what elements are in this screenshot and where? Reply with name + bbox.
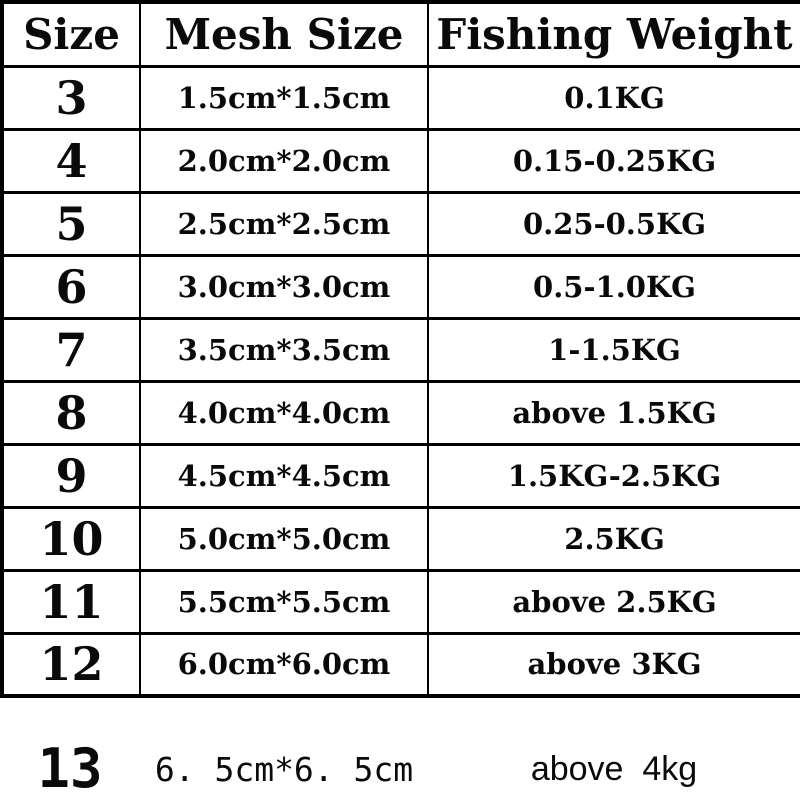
table-row: 8 4.0cm*4.0cm above 1.5KG: [1, 379, 800, 446]
weight-cell: 0.25-0.5KG: [427, 190, 800, 257]
size-cell: 10: [1, 505, 141, 572]
table-row-13: 13 6. 5cm*6. 5cm above 4kg: [0, 738, 800, 800]
weight-cell: 0.15-0.25KG: [427, 127, 800, 194]
table-row: 11 5.5cm*5.5cm above 2.5KG: [1, 568, 800, 635]
mesh-cell: 3.5cm*3.5cm: [139, 316, 429, 383]
mesh-cell: 3.0cm*3.0cm: [139, 253, 429, 320]
size-cell: 13: [37, 737, 103, 800]
size-cell: 12: [1, 631, 141, 698]
mesh-cell: 4.0cm*4.0cm: [139, 379, 429, 446]
size-cell: 8: [1, 379, 141, 446]
weight-cell: 1.5KG-2.5KG: [427, 442, 800, 509]
header-mesh-size: Mesh Size: [139, 0, 429, 68]
mesh-cell: 1.5cm*1.5cm: [139, 64, 429, 131]
weight-cell: above 4kg: [530, 749, 698, 788]
table-row: 5 2.5cm*2.5cm 0.25-0.5KG: [1, 190, 800, 257]
header-fishing-weight: Fishing Weight: [427, 0, 800, 68]
weight-cell: 0.1KG: [427, 64, 800, 131]
size-chart-table: Size Mesh Size Fishing Weight 3 1.5cm*1.…: [0, 0, 800, 698]
table-row: 3 1.5cm*1.5cm 0.1KG: [1, 64, 800, 131]
table-row: 4 2.0cm*2.0cm 0.15-0.25KG: [1, 127, 800, 194]
weight-cell: above 3KG: [427, 631, 800, 698]
table-header-row: Size Mesh Size Fishing Weight: [1, 0, 800, 68]
weight-cell: above 1.5KG: [427, 379, 800, 446]
mesh-cell: 6.0cm*6.0cm: [139, 631, 429, 698]
mesh-cell: 5.0cm*5.0cm: [139, 505, 429, 572]
size-cell: 6: [1, 253, 141, 320]
size-cell: 3: [1, 64, 141, 131]
table-row: 7 3.5cm*3.5cm 1-1.5KG: [1, 316, 800, 383]
mesh-cell: 6. 5cm*6. 5cm: [154, 749, 414, 789]
table-row: 6 3.0cm*3.0cm 0.5-1.0KG: [1, 253, 800, 320]
header-size: Size: [1, 0, 141, 68]
table-row: 9 4.5cm*4.5cm 1.5KG-2.5KG: [1, 442, 800, 509]
size-cell: 7: [1, 316, 141, 383]
size-cell: 9: [1, 442, 141, 509]
mesh-cell: 5.5cm*5.5cm: [139, 568, 429, 635]
mesh-cell: 4.5cm*4.5cm: [139, 442, 429, 509]
mesh-cell: 2.5cm*2.5cm: [139, 190, 429, 257]
table-row: 12 6.0cm*6.0cm above 3KG: [1, 631, 800, 698]
weight-cell: 1-1.5KG: [427, 316, 800, 383]
mesh-cell: 2.0cm*2.0cm: [139, 127, 429, 194]
weight-cell: 0.5-1.0KG: [427, 253, 800, 320]
size-cell: 4: [1, 127, 141, 194]
size-cell: 5: [1, 190, 141, 257]
weight-cell: 2.5KG: [427, 505, 800, 572]
weight-cell: above 2.5KG: [427, 568, 800, 635]
table-row: 10 5.0cm*5.0cm 2.5KG: [1, 505, 800, 572]
size-cell: 11: [1, 568, 141, 635]
